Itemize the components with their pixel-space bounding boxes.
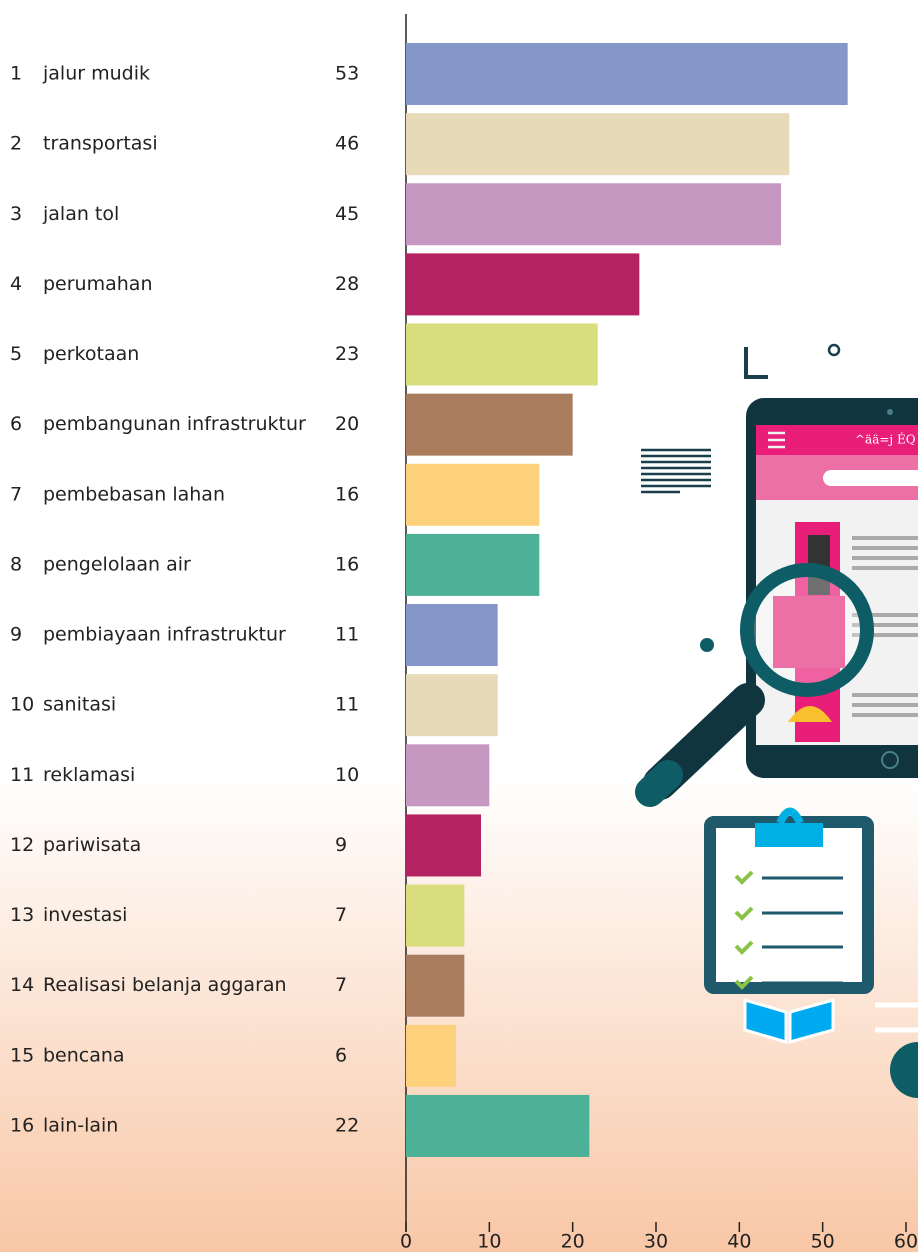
category-label: perkotaan bbox=[43, 343, 139, 365]
bar bbox=[406, 1025, 456, 1087]
category-label: pembiayaan infrastruktur bbox=[43, 624, 286, 646]
rank-label: 10 bbox=[10, 694, 34, 716]
rank-label: 4 bbox=[10, 273, 22, 295]
x-tick-label: 30 bbox=[644, 1231, 668, 1252]
rank-label: 16 bbox=[10, 1114, 34, 1136]
rank-label: 3 bbox=[10, 203, 22, 225]
value-label: 46 bbox=[335, 133, 359, 155]
category-label: jalur mudik bbox=[42, 63, 150, 85]
value-label: 9 bbox=[335, 834, 347, 856]
rank-label: 8 bbox=[10, 553, 22, 575]
value-label: 28 bbox=[335, 273, 359, 295]
rank-label: 1 bbox=[10, 63, 22, 85]
category-label: pariwisata bbox=[43, 834, 141, 856]
chart: ^ää=j ÉQ 01020304050601jalur mudik532tra… bbox=[0, 0, 918, 1252]
rank-label: 11 bbox=[10, 764, 34, 786]
bar bbox=[406, 814, 481, 876]
bar bbox=[406, 1095, 589, 1157]
category-label: reklamasi bbox=[43, 764, 135, 786]
category-label: pembangunan infrastruktur bbox=[43, 413, 306, 435]
rank-label: 14 bbox=[10, 974, 34, 996]
x-tick-label: 0 bbox=[400, 1231, 412, 1252]
rank-label: 5 bbox=[10, 343, 22, 365]
bar bbox=[406, 394, 573, 456]
value-label: 22 bbox=[335, 1114, 359, 1136]
category-label: investasi bbox=[43, 904, 127, 926]
value-label: 7 bbox=[335, 904, 347, 926]
bar bbox=[406, 885, 464, 947]
value-label: 20 bbox=[335, 413, 359, 435]
rank-label: 15 bbox=[10, 1044, 34, 1066]
category-label: jalan tol bbox=[42, 203, 119, 225]
rank-label: 13 bbox=[10, 904, 34, 926]
bar bbox=[406, 43, 848, 105]
value-label: 11 bbox=[335, 694, 359, 716]
bar bbox=[406, 113, 789, 175]
value-label: 23 bbox=[335, 343, 359, 365]
page: ^ää=j ÉQ 01020304050601jalur mudik532tra… bbox=[0, 0, 918, 1252]
value-label: 7 bbox=[335, 974, 347, 996]
value-label: 16 bbox=[335, 553, 359, 575]
bar bbox=[406, 464, 539, 526]
category-label: perumahan bbox=[43, 273, 152, 295]
bar bbox=[406, 324, 598, 386]
category-label: bencana bbox=[43, 1044, 125, 1066]
bar bbox=[406, 955, 464, 1017]
bar bbox=[406, 674, 498, 736]
value-label: 16 bbox=[335, 483, 359, 505]
value-label: 45 bbox=[335, 203, 359, 225]
rank-label: 9 bbox=[10, 624, 22, 646]
bar bbox=[406, 744, 489, 806]
x-tick-label: 20 bbox=[561, 1231, 585, 1252]
rank-label: 7 bbox=[10, 483, 22, 505]
category-label: Realisasi belanja aggaran bbox=[43, 974, 287, 996]
value-label: 11 bbox=[335, 624, 359, 646]
category-label: sanitasi bbox=[43, 694, 116, 716]
x-tick-label: 10 bbox=[477, 1231, 501, 1252]
rank-label: 6 bbox=[10, 413, 22, 435]
value-label: 6 bbox=[335, 1044, 347, 1066]
bar bbox=[406, 534, 539, 596]
category-label: transportasi bbox=[43, 133, 158, 155]
category-label: lain-lain bbox=[43, 1114, 118, 1136]
x-tick-label: 50 bbox=[811, 1231, 835, 1252]
bar bbox=[406, 253, 639, 315]
value-label: 10 bbox=[335, 764, 359, 786]
x-tick-label: 60 bbox=[894, 1231, 918, 1252]
value-label: 53 bbox=[335, 63, 359, 85]
x-tick-label: 40 bbox=[727, 1231, 751, 1252]
tablet-header: ^ää=j ÉQ bbox=[855, 432, 916, 447]
bar bbox=[406, 604, 498, 666]
rank-label: 12 bbox=[10, 834, 34, 856]
category-label: pembebasan lahan bbox=[43, 483, 225, 505]
bar bbox=[406, 183, 781, 245]
rank-label: 2 bbox=[10, 133, 22, 155]
category-label: pengelolaan air bbox=[43, 553, 191, 575]
